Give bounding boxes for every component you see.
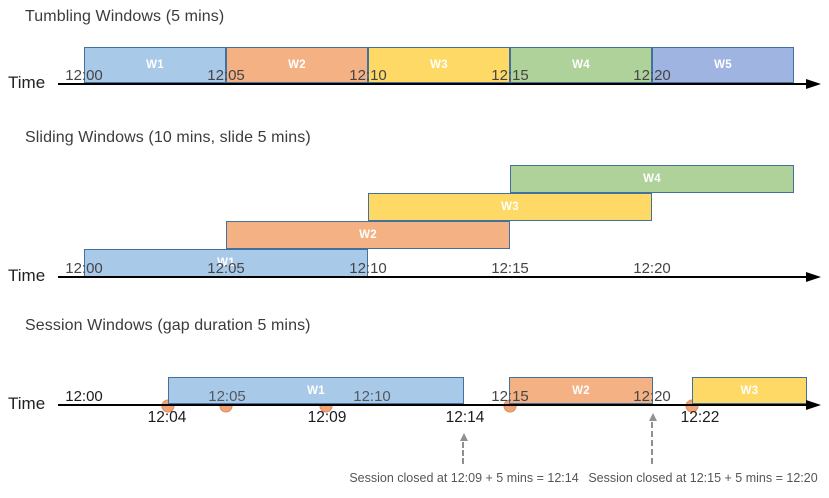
window-label: W4 bbox=[643, 173, 661, 185]
session-window-w1: W1 bbox=[168, 377, 464, 404]
session-tick-1210: 12:10 bbox=[353, 388, 391, 405]
session-timeline-arrowhead-icon bbox=[806, 400, 821, 410]
window-label: W1 bbox=[217, 257, 235, 269]
tumbling-window-w2: W2 bbox=[226, 47, 368, 83]
sliding-window-w4: W4 bbox=[510, 165, 794, 193]
window-label: W1 bbox=[146, 59, 164, 71]
session-close-arrow-icon bbox=[649, 413, 657, 421]
session-close-arrow-icon bbox=[460, 433, 468, 441]
sliding-timeline bbox=[58, 276, 808, 278]
session-tick-1220: 12:20 bbox=[633, 388, 671, 405]
window-label: W5 bbox=[714, 59, 732, 71]
window-label: W4 bbox=[572, 59, 590, 71]
session-tick-1205: 12:05 bbox=[208, 388, 246, 405]
window-label: W2 bbox=[359, 229, 377, 241]
sliding-section-title: Sliding Windows (10 mins, slide 5 mins) bbox=[25, 129, 311, 146]
window-label: W2 bbox=[572, 384, 590, 397]
session-event-label-1209: 12:09 bbox=[307, 409, 347, 426]
sliding-window-w1: W1 bbox=[84, 249, 368, 277]
session-close-arrow-line bbox=[462, 442, 464, 464]
tumbling-window-w5: W5 bbox=[652, 47, 794, 83]
sliding-tick-1200: 12:00 bbox=[65, 260, 103, 277]
sliding-tick-1205: 12:05 bbox=[207, 260, 245, 277]
window-label: W3 bbox=[740, 384, 759, 397]
sliding-window-w2: W2 bbox=[226, 221, 510, 249]
window-label: W2 bbox=[288, 59, 306, 71]
tumbling-time-axis-label: Time bbox=[8, 73, 46, 92]
tumbling-tick-1210: 12:10 bbox=[349, 67, 387, 84]
session-close-arrow-line bbox=[651, 422, 653, 464]
tumbling-window-w4: W4 bbox=[510, 47, 652, 83]
tumbling-window-w3: W3 bbox=[368, 47, 510, 83]
session-event-label-1222: 12:22 bbox=[680, 409, 720, 426]
sliding-tick-1210: 12:10 bbox=[349, 260, 387, 277]
sliding-tick-1215: 12:15 bbox=[491, 260, 529, 277]
session-tick-1200: 12:00 bbox=[65, 388, 103, 405]
session-timeline bbox=[58, 404, 808, 406]
session-event-label-1214: 12:14 bbox=[445, 409, 485, 426]
tumbling-tick-1220: 12:20 bbox=[633, 67, 671, 84]
session-section-title: Session Windows (gap duration 5 mins) bbox=[25, 317, 311, 334]
session-window-w3: W3 bbox=[692, 377, 807, 404]
tumbling-window-w1: W1 bbox=[84, 47, 226, 83]
session-event-label-1204: 12:04 bbox=[147, 409, 187, 426]
session-tick-1215: 12:15 bbox=[491, 388, 529, 405]
tumbling-timeline-arrowhead-icon bbox=[806, 79, 821, 89]
session-window-w2: W2 bbox=[509, 377, 653, 404]
tumbling-tick-1200: 12:00 bbox=[65, 67, 103, 84]
session-closed-annotation-2: Session closed at 12:15 + 5 mins = 12:20 bbox=[588, 471, 818, 485]
tumbling-section-title: Tumbling Windows (5 mins) bbox=[25, 8, 225, 25]
sliding-time-axis-label: Time bbox=[8, 266, 46, 285]
tumbling-tick-1215: 12:15 bbox=[491, 67, 529, 84]
sliding-window-w3: W3 bbox=[368, 193, 652, 221]
sliding-tick-1220: 12:20 bbox=[633, 260, 671, 277]
tumbling-timeline bbox=[58, 83, 808, 85]
window-label: W3 bbox=[501, 201, 519, 213]
tumbling-tick-1205: 12:05 bbox=[207, 67, 245, 84]
window-label: W3 bbox=[430, 59, 448, 71]
session-time-axis-label: Time bbox=[8, 394, 46, 413]
sliding-timeline-arrowhead-icon bbox=[806, 272, 821, 282]
session-closed-annotation-1: Session closed at 12:09 + 5 mins = 12:14 bbox=[349, 471, 579, 485]
window-label: W1 bbox=[307, 384, 325, 397]
